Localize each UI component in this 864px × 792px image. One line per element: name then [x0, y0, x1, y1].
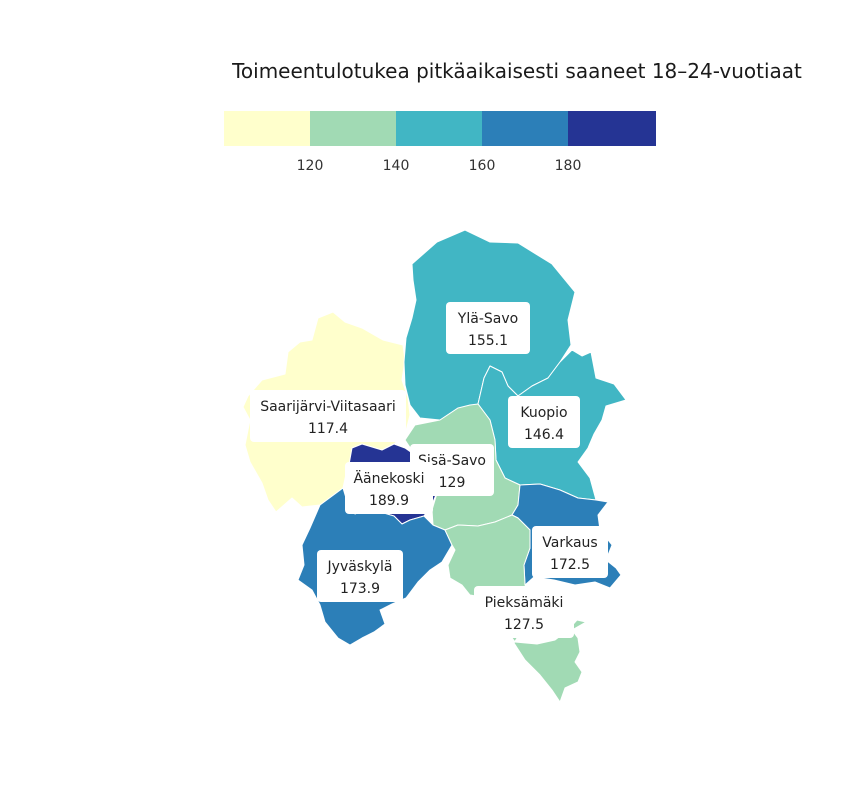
region-name: Äänekoski	[353, 469, 424, 487]
label-kuopio: Kuopio 146.4	[508, 396, 580, 448]
region-value: 172.5	[550, 557, 590, 573]
region-value: 189.9	[369, 493, 409, 509]
label-varkaus: Varkaus 172.5	[532, 526, 608, 578]
label-jyvaskyla: Jyväskylä 173.9	[317, 550, 403, 602]
region-labels: Ylä-Savo 155.1 Kuopio 146.4 Saarijärvi-V…	[250, 302, 608, 638]
region-name: Jyväskylä	[327, 559, 393, 575]
legend-swatch-2	[310, 111, 397, 146]
label-saarijarvi-viitasaari: Saarijärvi-Viitasaari 117.4	[250, 390, 406, 442]
legend-tick-120: 120	[297, 158, 324, 174]
region-value: 173.9	[340, 581, 380, 597]
region-name: Kuopio	[520, 405, 567, 421]
region-value: 146.4	[524, 427, 564, 443]
region-value: 127.5	[504, 617, 544, 633]
region-name: Pieksämäki	[485, 595, 564, 611]
legend-tick-180: 180	[555, 158, 582, 174]
label-pieksamaki: Pieksämäki 127.5	[474, 586, 574, 638]
region-name: Saarijärvi-Viitasaari	[260, 399, 396, 415]
legend-tick-140: 140	[383, 158, 410, 174]
region-name: Varkaus	[542, 535, 597, 551]
map-title: Toimeentulotukea pitkäaikaisesti saaneet…	[231, 59, 802, 83]
label-aanekoski: Äänekoski 189.9	[345, 462, 433, 514]
region-value: 117.4	[308, 421, 348, 437]
legend-tick-160: 160	[469, 158, 496, 174]
legend-swatch-5	[568, 111, 656, 146]
region-value: 155.1	[468, 333, 508, 349]
label-yla-savo: Ylä-Savo 155.1	[446, 302, 530, 354]
region-name: Sisä-Savo	[418, 453, 486, 469]
legend-swatch-1	[224, 111, 311, 146]
color-legend: 120 140 160 180	[224, 111, 656, 174]
legend-swatch-3	[396, 111, 483, 146]
region-value: 129	[439, 475, 466, 491]
region-name: Ylä-Savo	[457, 311, 518, 327]
legend-swatch-4	[482, 111, 569, 146]
